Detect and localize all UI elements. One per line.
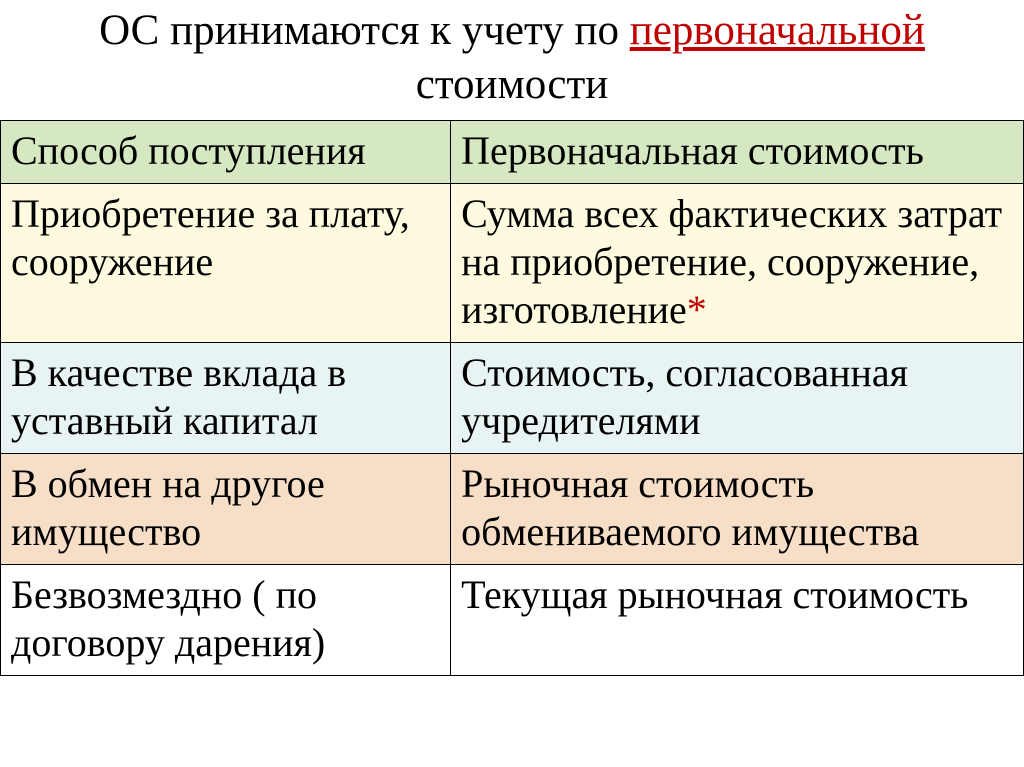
table-row: Безвозмездно ( по договору дарения) Теку… — [1, 564, 1024, 675]
cost-table: Способ поступления Первоначальная стоимо… — [0, 120, 1024, 676]
title-prefix: ОС принимаются к учету по — [99, 7, 630, 54]
header-col1: Способ поступления — [1, 120, 451, 183]
table-row: В обмен на другое имущество Рыночная сто… — [1, 453, 1024, 564]
title-suffix: стоимости — [416, 61, 609, 108]
cell-cost: Сумма всех фактических затрат на приобре… — [451, 183, 1024, 342]
slide-container: ОС принимаются к учету по первоначальной… — [0, 0, 1024, 676]
cell-method: В качестве вклада в уставный капитал — [1, 342, 451, 453]
table-row: В качестве вклада в уставный капитал Сто… — [1, 342, 1024, 453]
cell-cost: Текущая рыночная стоимость — [451, 564, 1024, 675]
title-highlight: первоначальной — [630, 7, 925, 54]
slide-title: ОС принимаются к учету по первоначальной… — [0, 0, 1024, 120]
cell-cost-text: Сумма всех фактических затрат на приобре… — [461, 191, 1002, 332]
cell-method: Приобретение за плату, сооружение — [1, 183, 451, 342]
cell-method: Безвозмездно ( по договору дарения) — [1, 564, 451, 675]
table-header-row: Способ поступления Первоначальная стоимо… — [1, 120, 1024, 183]
cell-method: В обмен на другое имущество — [1, 453, 451, 564]
header-col2: Первоначальная стоимость — [451, 120, 1024, 183]
asterisk-mark: * — [687, 287, 707, 332]
cell-cost: Стоимость, согласованная учредителями — [451, 342, 1024, 453]
table-row: Приобретение за плату, сооружение Сумма … — [1, 183, 1024, 342]
cell-cost: Рыночная стоимость обмениваемого имущест… — [451, 453, 1024, 564]
